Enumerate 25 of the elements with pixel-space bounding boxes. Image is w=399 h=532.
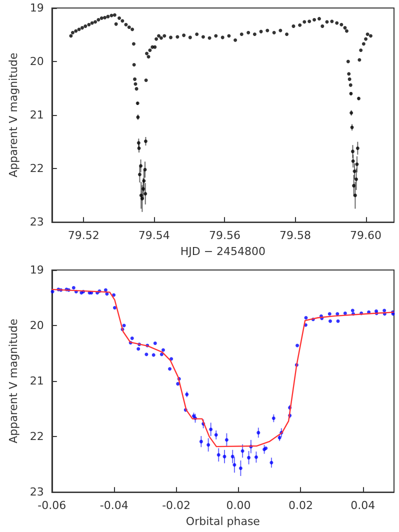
y-axis-title: Apparent V magnitude [7, 52, 20, 178]
x-axis-title: HJD − 2454800 [180, 245, 266, 258]
y-tick-label: 19 [30, 264, 44, 276]
x-tick-label: 79.56 [208, 229, 240, 242]
x-tick-label: 79.58 [280, 229, 311, 242]
x-tick-label: 0.02 [288, 499, 313, 512]
y-tick-label: 19 [30, 2, 44, 14]
y-tick-label: 23 [30, 216, 44, 229]
y-tick-label: 22 [30, 430, 44, 444]
x-tick-label: -0.04 [100, 499, 128, 512]
x-tick-label: -0.02 [162, 499, 191, 512]
x-tick-label: 0.00 [226, 499, 251, 512]
x-tick-label: 79.54 [138, 229, 170, 242]
y-tick-label: 23 [30, 486, 44, 499]
x-axis-title: Orbital phase [186, 515, 260, 528]
y-axis-title: Apparent V magnitude [7, 318, 20, 444]
x-tick-label: -0.06 [38, 499, 66, 512]
y-tick-label: 21 [30, 108, 44, 122]
y-tick-label: 21 [30, 374, 44, 388]
y-tick-label: 20 [30, 319, 44, 332]
x-tick-label: 0.04 [350, 499, 376, 512]
y-tick-label: 20 [30, 55, 44, 68]
x-tick-label: 79.52 [68, 229, 100, 242]
y-tick-label: 22 [30, 162, 44, 176]
x-tick-label: 79.60 [350, 229, 382, 242]
